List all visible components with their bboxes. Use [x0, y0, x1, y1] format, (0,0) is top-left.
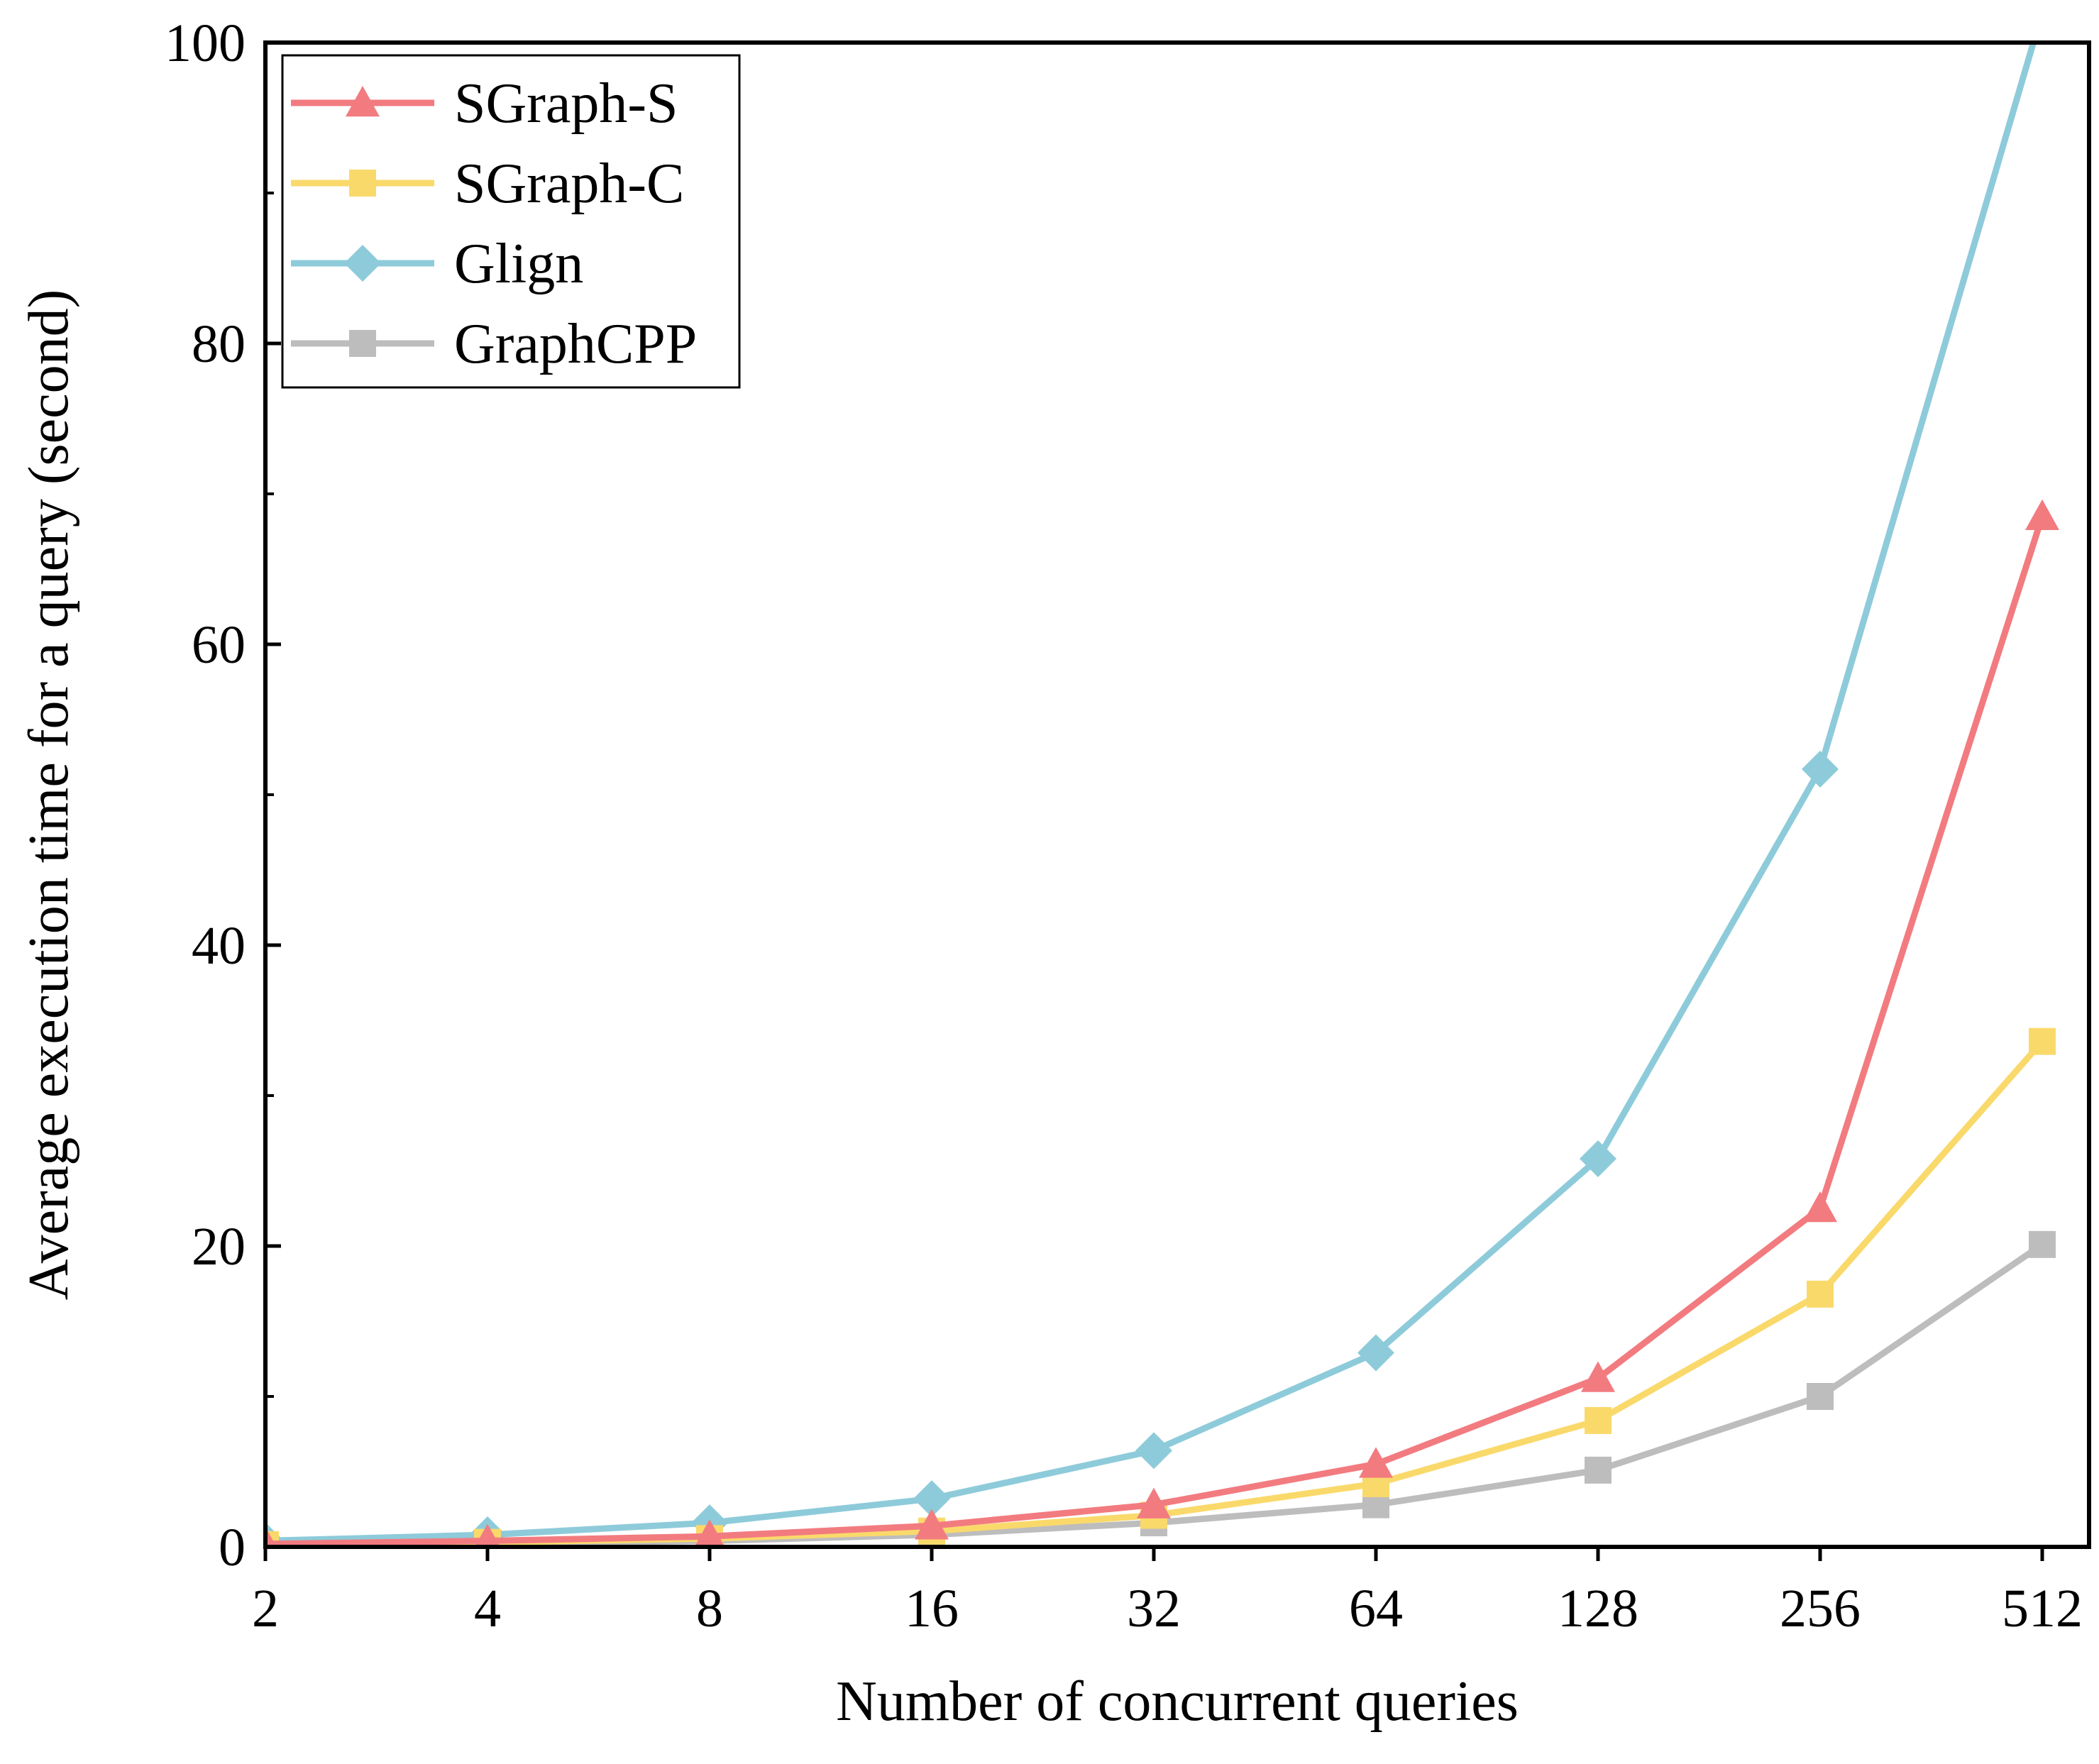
x-tick-label: 128 — [1558, 1579, 1638, 1638]
data-point-glign — [1580, 1140, 1616, 1178]
x-tick-label: 64 — [1349, 1579, 1403, 1638]
legend: SGraph-S SGraph-C Glign GraphCPP — [281, 54, 741, 389]
data-point-sgraph-s — [474, 1523, 501, 1547]
y-tick-label: 40 — [192, 916, 246, 976]
legend-label: Glign — [454, 233, 583, 295]
data-point-sgraph-c — [2029, 1027, 2056, 1055]
y-tick-label: 80 — [192, 314, 246, 374]
x-tick-label: 16 — [905, 1579, 959, 1638]
y-tick-label: 100 — [165, 13, 246, 73]
x-tick-label: 8 — [696, 1579, 723, 1638]
y-tick-label: 0 — [219, 1518, 246, 1577]
x-axis-title: Number of concurrent queries — [836, 1670, 1519, 1733]
x-tick-label: 256 — [1780, 1579, 1861, 1638]
legend-marker — [349, 330, 376, 357]
legend-label: GraphCPP — [454, 313, 697, 375]
data-point-sgraph-s — [265, 1526, 277, 1547]
data-point-glign — [1135, 1432, 1172, 1470]
x-tick-label: 4 — [474, 1579, 501, 1638]
data-point-sgraph-s — [694, 1519, 725, 1547]
data-point-sgraph-s — [1581, 1361, 1615, 1392]
series-line-sgraph-c — [265, 1038, 2046, 1547]
legend-marker — [344, 245, 381, 282]
data-point-sgraph-s — [915, 1509, 949, 1540]
y-axis-title: Average execution time for a query (seco… — [18, 290, 80, 1301]
legend-label: SGraph-C — [454, 153, 684, 215]
data-point-glign — [1357, 1334, 1394, 1372]
series-sgraph-s — [265, 499, 2059, 1547]
data-point-sgraph-s — [1803, 1191, 1837, 1223]
legend-item-graphcpp: GraphCPP — [291, 313, 697, 375]
legend-item-sgraph-c: SGraph-C — [291, 153, 684, 215]
x-tick-label: 2 — [252, 1579, 279, 1638]
data-point-graphcpp — [1585, 1456, 1612, 1484]
data-point-glign — [1802, 750, 1839, 788]
series-sgraph-c — [265, 1027, 2056, 1547]
legend-marker — [346, 86, 380, 117]
data-point-sgraph-s — [2025, 499, 2059, 530]
y-tick-label: 60 — [192, 615, 246, 675]
legend-item-glign: Glign — [291, 233, 583, 295]
data-point-sgraph-s — [1137, 1487, 1171, 1518]
y-tick-label: 20 — [192, 1217, 246, 1277]
series-line-sgraph-s — [265, 513, 2046, 1547]
axis-layer: 0 20 40 60 80 100 2 4 8 16 32 64 128 256 512 — [165, 13, 2083, 1638]
data-point-sgraph-c — [1807, 1280, 1834, 1308]
data-point-sgraph-c — [1585, 1406, 1612, 1434]
series-layer — [265, 0, 2061, 1547]
legend-item-sgraph-s: SGraph-S — [291, 72, 678, 135]
x-tick-label: 512 — [2002, 1579, 2083, 1638]
data-point-graphcpp — [2029, 1230, 2056, 1258]
data-point-graphcpp — [1807, 1383, 1834, 1410]
legend-marker — [349, 170, 376, 197]
data-point-glign — [2024, 0, 2061, 31]
x-tick-label: 32 — [1127, 1579, 1181, 1638]
data-point-glign — [913, 1480, 950, 1518]
data-point-sgraph-s — [1359, 1447, 1393, 1478]
legend-label: SGraph-S — [454, 72, 678, 135]
